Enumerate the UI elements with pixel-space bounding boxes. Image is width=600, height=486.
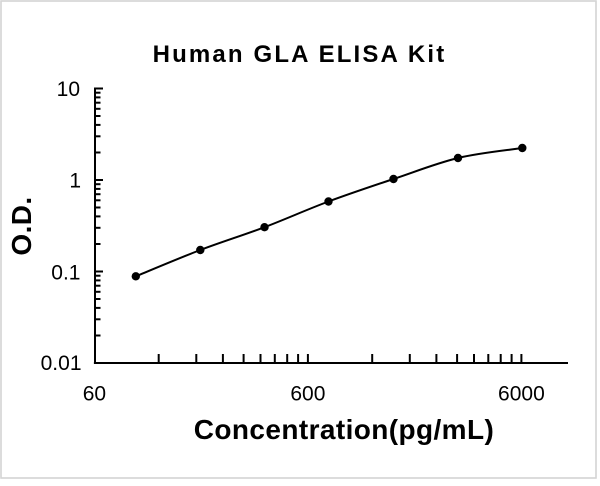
svg-text:60: 60 (83, 383, 106, 406)
svg-text:0.1: 0.1 (51, 262, 80, 285)
svg-text:0.01: 0.01 (41, 352, 82, 375)
svg-text:O.D.: O.D. (6, 196, 37, 255)
svg-text:10: 10 (57, 78, 80, 101)
svg-text:600: 600 (290, 383, 325, 406)
svg-text:Concentration(pg/mL): Concentration(pg/mL) (194, 414, 494, 445)
svg-text:6000: 6000 (498, 383, 545, 406)
svg-text:1: 1 (69, 170, 81, 193)
svg-text:Human GLA ELISA Kit: Human GLA ELISA Kit (153, 41, 447, 68)
